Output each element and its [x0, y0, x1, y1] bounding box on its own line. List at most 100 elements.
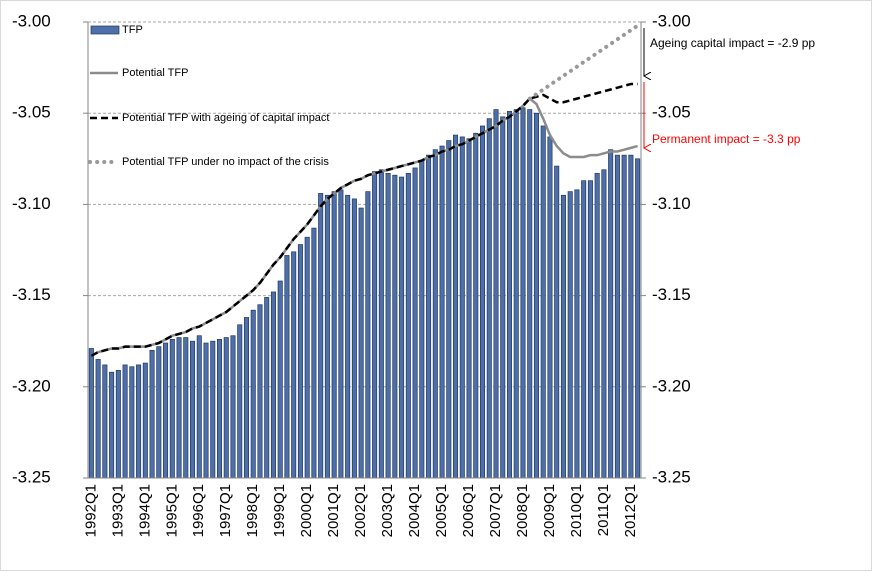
- bar: [122, 364, 128, 479]
- bar: [608, 149, 614, 479]
- bar: [156, 346, 162, 479]
- y2-tick-label: -3.15: [652, 285, 691, 304]
- bar: [149, 349, 155, 479]
- bar: [176, 337, 182, 479]
- x-tick-label: 2009Q1: [541, 484, 558, 537]
- x-tick-label: 2005Q1: [433, 484, 450, 537]
- bar: [446, 140, 452, 479]
- bar: [237, 324, 243, 479]
- bar: [453, 134, 459, 479]
- bar: [203, 342, 209, 479]
- bar: [547, 136, 553, 479]
- bar: [230, 335, 236, 479]
- annotation: Ageing capital impact = -2.9 pp: [650, 36, 815, 50]
- bar: [392, 174, 398, 479]
- bar: [142, 362, 148, 479]
- bar: [480, 125, 486, 479]
- bar: [196, 335, 202, 479]
- bar: [102, 364, 108, 479]
- bar: [581, 180, 587, 479]
- bar: [594, 173, 600, 479]
- x-tick-label: 2007Q1: [487, 484, 504, 537]
- bar: [358, 207, 364, 479]
- bar: [432, 149, 438, 479]
- bar: [250, 309, 256, 479]
- bar: [554, 165, 560, 479]
- y-tick-label: -3.00: [12, 11, 51, 30]
- bar: [513, 109, 519, 479]
- y2-tick-label: -3.10: [652, 194, 691, 213]
- legend-label: TFP: [122, 24, 143, 36]
- bar: [109, 371, 115, 479]
- bar: [399, 176, 405, 479]
- x-tick-label: 2004Q1: [406, 484, 423, 537]
- bar: [426, 154, 432, 479]
- bar: [614, 154, 620, 479]
- y2-tick-label: -3.05: [652, 103, 691, 122]
- x-tick-label: 2001Q1: [325, 484, 342, 537]
- bar: [405, 173, 411, 479]
- bar: [311, 227, 317, 479]
- y-tick-label: -3.15: [12, 285, 51, 304]
- bar: [210, 340, 216, 479]
- bar: [304, 236, 310, 479]
- bar: [169, 339, 175, 479]
- bar: [567, 191, 573, 479]
- x-tick-label: 1998Q1: [244, 484, 261, 537]
- bar: [257, 304, 263, 479]
- bar: [412, 167, 418, 479]
- bar: [365, 191, 371, 479]
- y2-tick-label: -3.20: [652, 376, 691, 395]
- bar: [506, 111, 513, 479]
- bar: [540, 125, 546, 479]
- line: [90, 82, 638, 357]
- bar: [277, 280, 283, 479]
- x-tick-label: 1999Q1: [271, 484, 288, 537]
- y-tick-label: -3.25: [12, 467, 51, 486]
- bar: [419, 160, 425, 479]
- bar: [297, 244, 303, 479]
- bar: [473, 132, 479, 479]
- bar: [486, 118, 492, 479]
- legend-label: Potential TFP with ageing of capital imp…: [122, 112, 330, 124]
- x-tick-label: 1993Q1: [109, 484, 126, 537]
- bar: [318, 193, 324, 479]
- bar: [338, 189, 344, 479]
- x-tick-label: 2012Q1: [622, 484, 639, 537]
- x-tick-label: 1997Q1: [217, 484, 234, 537]
- bar: [223, 337, 229, 479]
- legend-label: Potential TFP: [122, 67, 188, 79]
- bar: [183, 337, 189, 479]
- y-tick-label: -3.05: [12, 103, 51, 122]
- bar: [291, 251, 297, 479]
- x-tick-label: 2000Q1: [298, 484, 315, 537]
- bar: [190, 340, 196, 479]
- bar: [378, 169, 384, 479]
- line: [90, 96, 638, 357]
- legend-label: Potential TFP under no impact of the cri…: [122, 156, 329, 168]
- x-tick-label: 2008Q1: [514, 484, 531, 537]
- line: [527, 23, 640, 101]
- bar: [601, 169, 607, 479]
- bar: [372, 171, 378, 479]
- x-tick-label: 1996Q1: [190, 484, 207, 537]
- bar: [527, 109, 533, 479]
- y-tick-label: -3.10: [12, 194, 51, 213]
- bar: [635, 158, 641, 479]
- bar: [439, 145, 445, 479]
- bar: [574, 189, 580, 479]
- x-tick-label: 2003Q1: [379, 484, 396, 537]
- bar: [493, 109, 499, 479]
- bar: [270, 291, 276, 479]
- bar: [385, 173, 391, 479]
- y2-tick-label: -3.00: [652, 11, 691, 30]
- bar: [621, 154, 627, 479]
- bar: [533, 112, 539, 479]
- bar: [115, 370, 121, 479]
- x-tick-label: 2002Q1: [352, 484, 369, 537]
- x-tick-label: 2010Q1: [568, 484, 585, 537]
- x-tick-label: 1995Q1: [163, 484, 180, 537]
- legend-swatch: [90, 25, 120, 35]
- x-tick-label: 2006Q1: [460, 484, 477, 537]
- bar: [136, 364, 142, 479]
